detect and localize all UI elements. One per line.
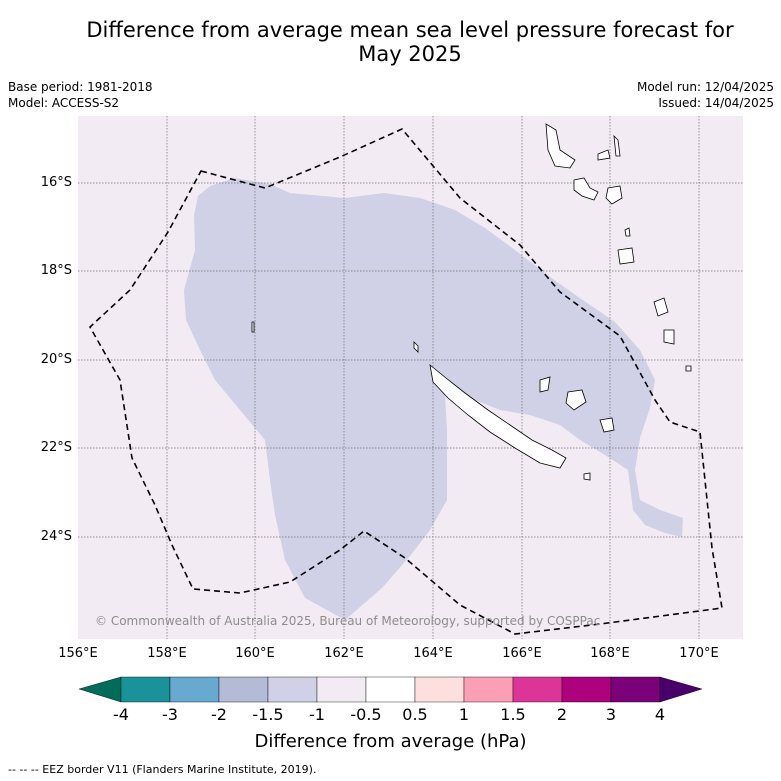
small-island-east bbox=[685, 365, 692, 372]
lon-label-170e: 170°E bbox=[679, 646, 719, 661]
colorbar-segment bbox=[463, 676, 514, 703]
colorbar-segment bbox=[120, 676, 171, 703]
model-name: Model: ACCESS-S2 bbox=[8, 96, 120, 110]
colorbar-segment bbox=[512, 676, 563, 703]
graticule bbox=[78, 116, 743, 639]
base-period: Base period: 1981-2018 bbox=[8, 80, 153, 94]
colorbar-tick-label: -1.5 bbox=[252, 705, 284, 724]
colorbar bbox=[78, 676, 703, 703]
chesterfield-islet bbox=[251, 321, 255, 333]
colorbar-segment bbox=[365, 676, 416, 703]
meta-left: Base period: 1981-2018 Model: ACCESS-S2 bbox=[8, 79, 153, 111]
colorbar-segment bbox=[316, 676, 367, 703]
loyalty-islands-ouvea bbox=[539, 376, 551, 393]
colorbar-tick-label: -3 bbox=[162, 705, 178, 724]
erromango bbox=[617, 247, 635, 265]
model-run: Model run: 12/04/2025 bbox=[636, 80, 774, 94]
belep-islands bbox=[413, 341, 419, 353]
colorbar-extend-low bbox=[78, 676, 122, 703]
lat-label-20s: 20°S bbox=[40, 352, 72, 367]
colorbar-tick-label: 4 bbox=[654, 705, 666, 724]
eez-border bbox=[88, 128, 723, 635]
loyalty-islands-lifou bbox=[565, 389, 587, 411]
hunter-island bbox=[663, 329, 675, 345]
colorbar-segment bbox=[169, 676, 220, 703]
lon-label-156e: 156°E bbox=[58, 646, 98, 661]
lon-label-162e: 162°E bbox=[324, 646, 364, 661]
colorbar-tick-label: -4 bbox=[113, 705, 129, 724]
chart-title: Difference from average mean sea level p… bbox=[60, 18, 760, 66]
lat-label-24s: 24°S bbox=[40, 529, 72, 544]
colorbar-tick-label: 0.5 bbox=[402, 705, 428, 724]
colorbar-tick-label: 1.5 bbox=[500, 705, 526, 724]
lat-label-22s: 22°S bbox=[40, 440, 72, 455]
colorbar-tick-label: 1 bbox=[458, 705, 470, 724]
colorbar-tick-label: -2 bbox=[211, 705, 227, 724]
new-caledonia-main-island bbox=[429, 364, 567, 469]
colorbar-tick-label: -0.5 bbox=[350, 705, 382, 724]
colorbar-segment bbox=[267, 676, 318, 703]
loyalty-islands-mare bbox=[599, 417, 615, 433]
isle-of-pines bbox=[583, 472, 591, 481]
colorbar-title: Difference from average (hPa) bbox=[254, 731, 527, 752]
lon-label-166e: 166°E bbox=[502, 646, 542, 661]
lat-label-18s: 18°S bbox=[40, 263, 72, 278]
lon-label-164e: 164°E bbox=[413, 646, 453, 661]
colorbar-tick-label: -1 bbox=[309, 705, 325, 724]
ambae bbox=[597, 149, 611, 161]
colorbar-tick-label: 3 bbox=[605, 705, 617, 724]
colorbar-tick-label: 2 bbox=[556, 705, 568, 724]
lon-label-158e: 158°E bbox=[147, 646, 187, 661]
colorbar-segment bbox=[218, 676, 269, 703]
pressure-anomaly-region bbox=[184, 178, 683, 620]
coastlines bbox=[251, 123, 692, 481]
malekula bbox=[573, 177, 599, 201]
espiritu-santo bbox=[545, 123, 576, 169]
maewo-island bbox=[613, 134, 621, 157]
lon-label-168e: 168°E bbox=[590, 646, 630, 661]
title-line-2: May 2025 bbox=[358, 42, 462, 66]
lon-label-160e: 160°E bbox=[235, 646, 275, 661]
copyright-credit: © Commonwealth of Australia 2025, Bureau… bbox=[95, 614, 601, 628]
eez-legend-note: -- -- -- EEZ border V11 (Flanders Marine… bbox=[8, 763, 317, 776]
colorbar-segment bbox=[561, 676, 612, 703]
colorbar-segment bbox=[610, 676, 661, 703]
efate bbox=[605, 185, 623, 205]
colorbar-segment bbox=[414, 676, 465, 703]
tanna bbox=[624, 227, 631, 237]
colorbar-extend-high bbox=[659, 676, 703, 703]
issued-date: Issued: 14/04/2025 bbox=[658, 96, 774, 110]
meta-right: Model run: 12/04/2025 Issued: 14/04/2025 bbox=[637, 79, 774, 111]
lat-label-16s: 16°S bbox=[40, 175, 72, 190]
matthew-island bbox=[653, 297, 669, 317]
title-line-1: Difference from average mean sea level p… bbox=[86, 18, 734, 42]
